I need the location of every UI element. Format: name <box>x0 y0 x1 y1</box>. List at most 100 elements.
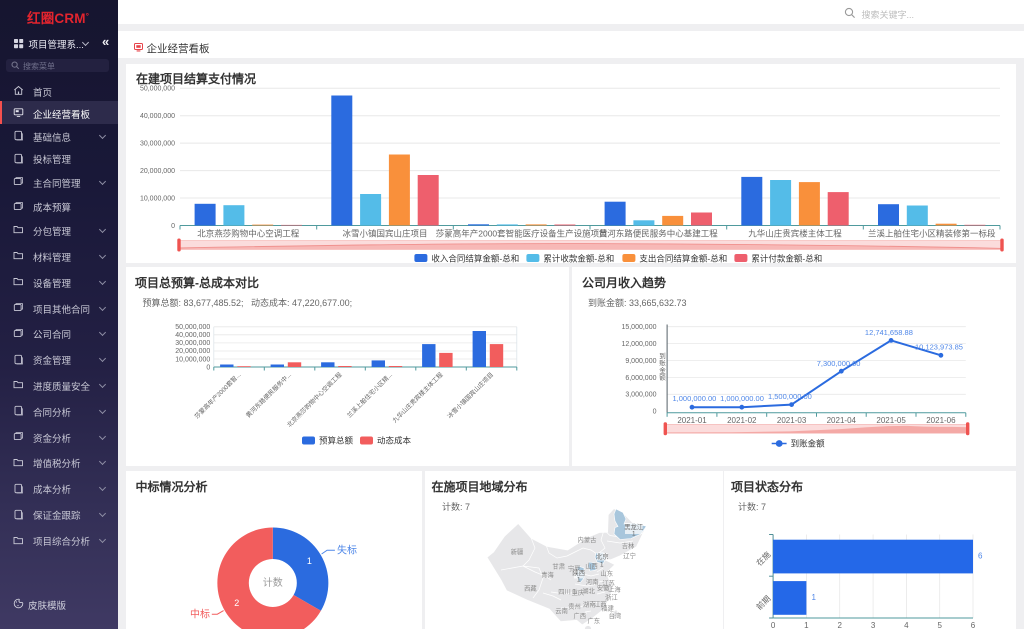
svg-text:金: 金 <box>659 365 666 374</box>
svg-text:6: 6 <box>971 621 976 629</box>
svg-text:到: 到 <box>659 352 666 360</box>
svg-text:40,000,000: 40,000,000 <box>175 332 210 339</box>
svg-text:台湾: 台湾 <box>609 611 622 620</box>
svg-text:兰溪上舶住宅小区精...: 兰溪上舶住宅小区精... <box>345 371 394 420</box>
svg-text:莎蒙高年产2000套智能医疗设备生产设施项目: 莎蒙高年产2000套智能医疗设备生产设施项目 <box>436 228 608 238</box>
svg-text:10,000,000: 10,000,000 <box>140 195 175 202</box>
svg-text:2021-01: 2021-01 <box>677 416 707 425</box>
svg-text:上海: 上海 <box>608 584 621 593</box>
svg-text:内蒙古: 内蒙古 <box>578 535 597 544</box>
svg-text:1: 1 <box>600 561 604 568</box>
svg-text:10,000,000: 10,000,000 <box>175 356 210 363</box>
svg-text:西藏: 西藏 <box>524 583 537 592</box>
svg-text:前期: 前期 <box>754 593 772 611</box>
svg-text:0: 0 <box>771 621 776 629</box>
svg-text:江苏: 江苏 <box>602 578 615 587</box>
svg-text:辽宁: 辽宁 <box>623 550 636 559</box>
svg-text:湖北: 湖北 <box>582 585 595 594</box>
svg-text:1,000,000.00: 1,000,000.00 <box>673 394 717 403</box>
svg-text:额: 额 <box>659 373 666 382</box>
svg-text:四川: 四川 <box>558 587 571 595</box>
svg-text:甘肃: 甘肃 <box>552 561 565 570</box>
svg-text:10,123,973.85: 10,123,973.85 <box>915 343 963 352</box>
svg-text:1,500,000.00: 1,500,000.00 <box>768 392 812 401</box>
svg-text:1: 1 <box>804 621 809 629</box>
svg-text:2021-02: 2021-02 <box>727 416 757 425</box>
svg-text:在施: 在施 <box>754 549 772 567</box>
svg-text:贵州: 贵州 <box>568 601 581 610</box>
svg-text:青海: 青海 <box>541 569 554 578</box>
svg-text:30,000,000: 30,000,000 <box>140 140 175 147</box>
svg-text:冰雪小镇国宾山庄项目: 冰雪小镇国宾山庄项目 <box>446 371 495 420</box>
svg-text:20,000,000: 20,000,000 <box>175 348 210 355</box>
svg-text:2021-03: 2021-03 <box>777 416 807 425</box>
svg-text:0: 0 <box>171 223 175 230</box>
svg-text:黄河东路便民服务中心基建工程: 黄河东路便民服务中心基建工程 <box>599 228 719 238</box>
svg-text:2: 2 <box>837 621 842 629</box>
svg-text:2021-05: 2021-05 <box>876 416 906 425</box>
svg-text:50,000,000: 50,000,000 <box>175 324 210 331</box>
svg-text:浙江: 浙江 <box>605 592 618 601</box>
svg-text:6: 6 <box>978 551 983 560</box>
svg-text:江西: 江西 <box>594 600 607 608</box>
svg-text:陕西: 陕西 <box>572 568 585 577</box>
svg-text:吉林: 吉林 <box>622 541 635 550</box>
svg-text:北京燕莎购物中心空调工程: 北京燕莎购物中心空调工程 <box>197 228 300 238</box>
svg-text:1: 1 <box>307 556 312 566</box>
svg-text:北京燕莎购物中心空调工程: 北京燕莎购物中心空调工程 <box>285 371 343 429</box>
svg-text:云南: 云南 <box>555 605 568 614</box>
svg-text:计数: 计数 <box>263 576 283 589</box>
svg-text:动态成本: 动态成本 <box>377 436 412 446</box>
svg-text:2021-04: 2021-04 <box>827 416 857 425</box>
svg-text:北京: 北京 <box>596 551 609 560</box>
svg-text:重庆: 重庆 <box>572 587 585 596</box>
svg-text:失标: 失标 <box>337 543 357 556</box>
svg-text:5: 5 <box>937 621 942 629</box>
svg-text:预算总额: 预算总额 <box>319 436 354 446</box>
svg-text:3,000,000: 3,000,000 <box>625 392 656 399</box>
svg-text:中标: 中标 <box>190 607 210 620</box>
svg-text:6,000,000: 6,000,000 <box>625 375 656 382</box>
svg-text:九华山庄贵宾楼主体工程: 九华山庄贵宾楼主体工程 <box>391 371 445 425</box>
svg-text:20,000,000: 20,000,000 <box>140 168 175 175</box>
svg-text:黄河东路便民服务中...: 黄河东路便民服务中... <box>244 371 293 420</box>
svg-text:广东: 广东 <box>588 616 601 625</box>
svg-text:累计收款金额-总和: 累计收款金额-总和 <box>543 253 614 263</box>
svg-text:支出合同结算金额-总和: 支出合同结算金额-总和 <box>639 253 727 263</box>
svg-text:冰雪小镇国宾山庄项目: 冰雪小镇国宾山庄项目 <box>342 228 427 238</box>
svg-text:7,300,000.00: 7,300,000.00 <box>817 359 861 368</box>
svg-text:安徽: 安徽 <box>597 583 610 592</box>
svg-text:新疆: 新疆 <box>511 547 524 556</box>
svg-text:2021-06: 2021-06 <box>926 416 956 425</box>
svg-text:湖南: 湖南 <box>583 599 596 608</box>
svg-text:黑龙江: 黑龙江 <box>624 522 644 531</box>
svg-text:九华山庄贵宾楼主体工程: 九华山庄贵宾楼主体工程 <box>748 228 842 238</box>
svg-text:0: 0 <box>206 364 210 371</box>
svg-text:2: 2 <box>234 598 239 608</box>
svg-text:15,000,000: 15,000,000 <box>621 324 656 331</box>
svg-text:1: 1 <box>577 576 581 583</box>
svg-text:广西: 广西 <box>574 611 587 620</box>
svg-text:山西: 山西 <box>585 561 598 570</box>
svg-text:兰溪上舶住宅小区精装修第一标段: 兰溪上舶住宅小区精装修第一标段 <box>868 228 996 238</box>
svg-text:50,000,000: 50,000,000 <box>140 85 175 92</box>
svg-text:1,000,000.00: 1,000,000.00 <box>720 394 764 403</box>
svg-text:收入合同结算金额-总和: 收入合同结算金额-总和 <box>431 253 519 263</box>
svg-text:宁夏: 宁夏 <box>568 563 581 572</box>
svg-text:莎蒙高年产2000套智...: 莎蒙高年产2000套智... <box>193 371 243 421</box>
svg-text:福建: 福建 <box>601 603 614 612</box>
svg-text:3: 3 <box>871 621 876 629</box>
svg-text:到账金额: 到账金额 <box>791 439 826 449</box>
svg-text:12,000,000: 12,000,000 <box>621 341 656 348</box>
svg-text:30,000,000: 30,000,000 <box>175 340 210 347</box>
svg-text:累计付款金额-总和: 累计付款金额-总和 <box>751 253 822 263</box>
svg-text:4: 4 <box>904 621 909 629</box>
svg-text:12,741,658.88: 12,741,658.88 <box>865 328 913 337</box>
svg-text:9,000,000: 9,000,000 <box>625 358 656 365</box>
svg-text:0: 0 <box>653 409 657 416</box>
svg-text:河南: 河南 <box>586 577 599 586</box>
svg-text:40,000,000: 40,000,000 <box>140 113 175 120</box>
svg-text:账: 账 <box>659 358 666 367</box>
svg-text:1: 1 <box>632 530 636 537</box>
svg-text:山东: 山东 <box>600 568 613 577</box>
